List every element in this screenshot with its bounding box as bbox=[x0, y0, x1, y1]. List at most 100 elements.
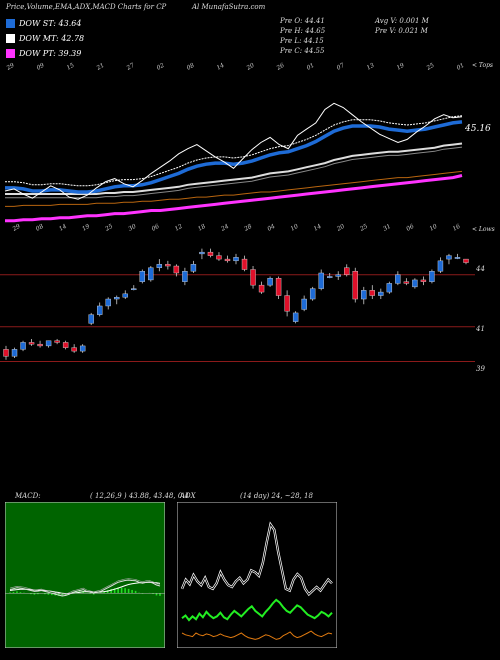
candle bbox=[309, 286, 316, 301]
candle bbox=[199, 248, 205, 260]
candle-body bbox=[284, 295, 290, 312]
stat-low: Pre L: 44.15 bbox=[280, 37, 324, 45]
top-date-label: 09 bbox=[36, 62, 46, 72]
price-level-label: 44 bbox=[476, 265, 485, 273]
candle-body bbox=[156, 264, 163, 268]
candle bbox=[224, 255, 231, 263]
candle bbox=[97, 302, 103, 317]
candle bbox=[173, 264, 180, 277]
bottom-date-label: 24 bbox=[219, 223, 230, 233]
candle-body bbox=[275, 277, 282, 296]
candle bbox=[250, 266, 256, 289]
legend-label-pt: DOW PT: 39.39 bbox=[19, 48, 82, 58]
bottom-date-label: 20 bbox=[335, 223, 346, 233]
candle-body bbox=[395, 274, 401, 284]
candle bbox=[292, 311, 299, 324]
candle bbox=[437, 257, 444, 273]
candle bbox=[318, 269, 324, 291]
candle-body bbox=[267, 277, 273, 286]
bottom-date-label: 31 bbox=[382, 223, 392, 233]
candle bbox=[156, 259, 163, 272]
top-date-label: 15 bbox=[66, 62, 76, 72]
bottom-date-label: 14 bbox=[313, 223, 323, 233]
candle bbox=[344, 264, 350, 277]
stat-open: Pre O: 44.41 bbox=[280, 17, 325, 25]
price-level-label: 41 bbox=[476, 325, 485, 333]
lows-label: < Lows bbox=[472, 226, 495, 233]
bottom-date-label: 19 bbox=[81, 223, 91, 233]
bottom-date-label: 16 bbox=[452, 223, 462, 233]
stat-high: Pre H: 44.65 bbox=[280, 27, 326, 35]
candle-body bbox=[446, 255, 452, 260]
ema-long-line bbox=[5, 170, 463, 207]
price-line bbox=[4, 102, 463, 200]
macd-params: ( 12,26,9 ) 43.88, 43.48, 0.4 bbox=[90, 492, 189, 500]
candle-body bbox=[454, 257, 461, 259]
candle bbox=[446, 253, 452, 265]
candle bbox=[335, 271, 341, 280]
candle bbox=[122, 290, 128, 300]
di-plus-line bbox=[181, 598, 333, 622]
price-level-lines bbox=[0, 274, 475, 363]
candle bbox=[45, 340, 52, 348]
candle-body bbox=[105, 298, 111, 307]
legend-item-mt: DOW MT: 42.78 bbox=[6, 32, 84, 44]
bottom-date-label: 10 bbox=[289, 223, 299, 233]
candle bbox=[11, 347, 18, 359]
stat-pre-volume: Pre V: 0.021 M bbox=[375, 27, 428, 35]
candle bbox=[131, 285, 137, 291]
candle bbox=[182, 267, 188, 286]
top-date-label: 08 bbox=[186, 62, 196, 72]
bottom-date-label: 06 bbox=[150, 223, 160, 233]
candle-body bbox=[250, 269, 256, 286]
candle-body bbox=[54, 340, 60, 343]
price-level-label: 39 bbox=[476, 365, 485, 373]
candle bbox=[88, 312, 94, 326]
top-date-label: 29 bbox=[5, 62, 16, 72]
candle bbox=[71, 344, 77, 353]
adx-label: ADX bbox=[180, 492, 196, 500]
legend-item-st: DOW ST: 43.64 bbox=[6, 17, 81, 29]
candle bbox=[233, 253, 239, 265]
candle-body bbox=[182, 271, 188, 282]
candle bbox=[275, 276, 282, 300]
candle bbox=[403, 278, 410, 286]
price-chart: 29 09 15 21 27 02 08 14 20 26 01 07 13 19 25 01 29 08 14 1… bbox=[0, 62, 475, 363]
bottom-date-label: 08 bbox=[35, 223, 45, 233]
candle bbox=[361, 286, 367, 305]
ema-short-line bbox=[5, 120, 463, 194]
candles bbox=[3, 248, 469, 360]
candle-body bbox=[79, 345, 86, 352]
candle-body bbox=[28, 342, 35, 345]
candle-body bbox=[20, 342, 26, 350]
candle bbox=[241, 255, 248, 272]
candle bbox=[20, 340, 26, 352]
candle-body bbox=[45, 340, 52, 347]
bottom-date-label: 25 bbox=[103, 223, 114, 233]
top-date-label: 19 bbox=[396, 62, 406, 72]
candle bbox=[284, 290, 290, 317]
candle-body bbox=[352, 271, 358, 300]
candle bbox=[28, 338, 35, 346]
legend-swatch-mt bbox=[6, 33, 15, 43]
top-date-label: 26 bbox=[275, 62, 286, 72]
candle-body bbox=[88, 314, 94, 324]
legend-label-mt: DOW MT: 42.78 bbox=[19, 33, 85, 43]
candle-body bbox=[3, 349, 9, 357]
ema-mid-line bbox=[5, 142, 463, 195]
candle-body bbox=[224, 258, 231, 262]
candle-body bbox=[361, 290, 367, 300]
candle bbox=[420, 276, 427, 286]
candle bbox=[267, 276, 273, 287]
candle-body bbox=[403, 281, 410, 284]
candle-body bbox=[420, 279, 427, 282]
candle bbox=[378, 288, 384, 300]
bottom-date-labels: 29 08 14 19 25 30 06 12 18 24 28 04 10 14 20 25 31 06 10 16 bbox=[11, 223, 462, 233]
candle bbox=[148, 266, 154, 282]
candle-body bbox=[173, 265, 180, 274]
top-date-label: 14 bbox=[216, 62, 226, 72]
candle bbox=[216, 252, 222, 261]
top-date-label: 21 bbox=[95, 62, 106, 72]
top-date-label: 27 bbox=[125, 62, 136, 72]
macd-label: MACD: bbox=[15, 492, 41, 500]
